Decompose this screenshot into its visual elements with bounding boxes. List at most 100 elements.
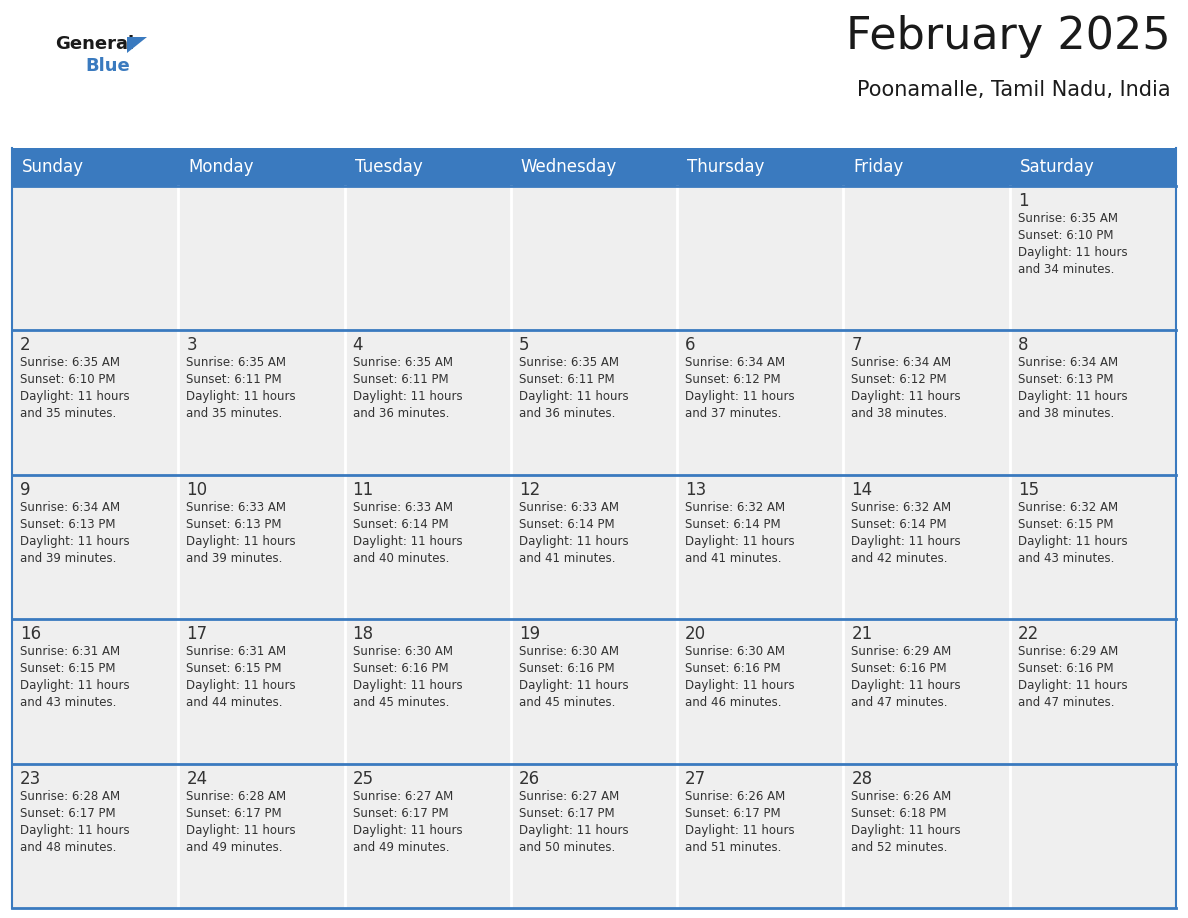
Text: Sunrise: 6:30 AM: Sunrise: 6:30 AM (353, 645, 453, 658)
Text: and 45 minutes.: and 45 minutes. (353, 696, 449, 710)
Bar (677, 764, 843, 908)
Bar (1010, 475, 1176, 620)
Bar (12, 330, 178, 475)
Text: 8: 8 (1018, 336, 1029, 354)
Bar (178, 475, 345, 620)
Text: Daylight: 11 hours: Daylight: 11 hours (353, 535, 462, 548)
Text: Blue: Blue (86, 57, 129, 75)
Text: Sunset: 6:17 PM: Sunset: 6:17 PM (20, 807, 115, 820)
Bar (178, 186, 345, 330)
Text: Sunrise: 6:26 AM: Sunrise: 6:26 AM (685, 789, 785, 802)
Bar (178, 148, 345, 186)
Text: Sunrise: 6:33 AM: Sunrise: 6:33 AM (187, 501, 286, 514)
Text: Sunset: 6:12 PM: Sunset: 6:12 PM (685, 374, 781, 386)
Text: Daylight: 11 hours: Daylight: 11 hours (1018, 246, 1127, 259)
Text: Daylight: 11 hours: Daylight: 11 hours (187, 823, 296, 836)
Text: Sunrise: 6:35 AM: Sunrise: 6:35 AM (353, 356, 453, 369)
Text: Sunrise: 6:34 AM: Sunrise: 6:34 AM (1018, 356, 1118, 369)
Text: and 36 minutes.: and 36 minutes. (519, 408, 615, 420)
Bar (843, 186, 1010, 330)
Text: Sunset: 6:16 PM: Sunset: 6:16 PM (519, 662, 614, 676)
Text: 20: 20 (685, 625, 707, 644)
Bar (843, 620, 1010, 764)
Bar (677, 330, 843, 475)
Bar (677, 475, 843, 620)
Text: 24: 24 (187, 769, 208, 788)
Text: Sunset: 6:18 PM: Sunset: 6:18 PM (852, 807, 947, 820)
Text: Daylight: 11 hours: Daylight: 11 hours (852, 535, 961, 548)
Text: Tuesday: Tuesday (354, 158, 422, 176)
Text: Saturday: Saturday (1019, 158, 1094, 176)
Text: Sunset: 6:17 PM: Sunset: 6:17 PM (187, 807, 282, 820)
Text: Sunrise: 6:35 AM: Sunrise: 6:35 AM (1018, 212, 1118, 225)
Text: and 42 minutes.: and 42 minutes. (852, 552, 948, 565)
Text: 23: 23 (20, 769, 42, 788)
Bar (12, 620, 178, 764)
Bar (345, 186, 511, 330)
Bar (12, 764, 178, 908)
Text: Sunset: 6:16 PM: Sunset: 6:16 PM (353, 662, 448, 676)
Bar (677, 148, 843, 186)
Text: 26: 26 (519, 769, 541, 788)
Bar (345, 475, 511, 620)
Text: Daylight: 11 hours: Daylight: 11 hours (852, 823, 961, 836)
Text: Daylight: 11 hours: Daylight: 11 hours (353, 390, 462, 403)
Polygon shape (127, 37, 147, 53)
Text: and 40 minutes.: and 40 minutes. (353, 552, 449, 565)
Text: 6: 6 (685, 336, 696, 354)
Text: and 49 minutes.: and 49 minutes. (353, 841, 449, 854)
Text: Sunrise: 6:26 AM: Sunrise: 6:26 AM (852, 789, 952, 802)
Text: 13: 13 (685, 481, 707, 498)
Text: Sunrise: 6:30 AM: Sunrise: 6:30 AM (685, 645, 785, 658)
Text: Sunset: 6:11 PM: Sunset: 6:11 PM (353, 374, 448, 386)
Bar (1010, 186, 1176, 330)
Text: Daylight: 11 hours: Daylight: 11 hours (519, 390, 628, 403)
Bar (178, 764, 345, 908)
Text: Sunrise: 6:34 AM: Sunrise: 6:34 AM (20, 501, 120, 514)
Bar (511, 186, 677, 330)
Bar (12, 475, 178, 620)
Text: and 48 minutes.: and 48 minutes. (20, 841, 116, 854)
Text: Sunrise: 6:28 AM: Sunrise: 6:28 AM (187, 789, 286, 802)
Text: Daylight: 11 hours: Daylight: 11 hours (20, 823, 129, 836)
Text: and 50 minutes.: and 50 minutes. (519, 841, 615, 854)
Text: Sunset: 6:15 PM: Sunset: 6:15 PM (20, 662, 115, 676)
Text: and 34 minutes.: and 34 minutes. (1018, 263, 1114, 276)
Bar (1010, 620, 1176, 764)
Text: and 39 minutes.: and 39 minutes. (187, 552, 283, 565)
Text: Sunrise: 6:33 AM: Sunrise: 6:33 AM (519, 501, 619, 514)
Text: Poonamalle, Tamil Nadu, India: Poonamalle, Tamil Nadu, India (858, 80, 1171, 100)
Text: Thursday: Thursday (687, 158, 765, 176)
Text: Daylight: 11 hours: Daylight: 11 hours (187, 679, 296, 692)
Text: 3: 3 (187, 336, 197, 354)
Text: 2: 2 (20, 336, 31, 354)
Text: Daylight: 11 hours: Daylight: 11 hours (1018, 535, 1127, 548)
Text: Daylight: 11 hours: Daylight: 11 hours (20, 679, 129, 692)
Text: and 38 minutes.: and 38 minutes. (852, 408, 948, 420)
Text: Sunset: 6:14 PM: Sunset: 6:14 PM (353, 518, 448, 531)
Text: Daylight: 11 hours: Daylight: 11 hours (852, 679, 961, 692)
Text: Daylight: 11 hours: Daylight: 11 hours (1018, 390, 1127, 403)
Text: and 43 minutes.: and 43 minutes. (1018, 552, 1114, 565)
Text: and 35 minutes.: and 35 minutes. (187, 408, 283, 420)
Bar (511, 148, 677, 186)
Text: 9: 9 (20, 481, 31, 498)
Text: Sunset: 6:16 PM: Sunset: 6:16 PM (852, 662, 947, 676)
Bar (178, 330, 345, 475)
Text: 5: 5 (519, 336, 530, 354)
Text: Sunrise: 6:30 AM: Sunrise: 6:30 AM (519, 645, 619, 658)
Text: 25: 25 (353, 769, 374, 788)
Text: Sunset: 6:15 PM: Sunset: 6:15 PM (187, 662, 282, 676)
Text: Sunset: 6:12 PM: Sunset: 6:12 PM (852, 374, 947, 386)
Text: Daylight: 11 hours: Daylight: 11 hours (685, 823, 795, 836)
Text: Sunday: Sunday (23, 158, 84, 176)
Text: and 38 minutes.: and 38 minutes. (1018, 408, 1114, 420)
Bar (511, 330, 677, 475)
Text: Daylight: 11 hours: Daylight: 11 hours (353, 823, 462, 836)
Text: Daylight: 11 hours: Daylight: 11 hours (852, 390, 961, 403)
Text: Sunrise: 6:32 AM: Sunrise: 6:32 AM (685, 501, 785, 514)
Text: Sunrise: 6:35 AM: Sunrise: 6:35 AM (519, 356, 619, 369)
Text: 10: 10 (187, 481, 208, 498)
Text: 15: 15 (1018, 481, 1038, 498)
Text: 1: 1 (1018, 192, 1029, 210)
